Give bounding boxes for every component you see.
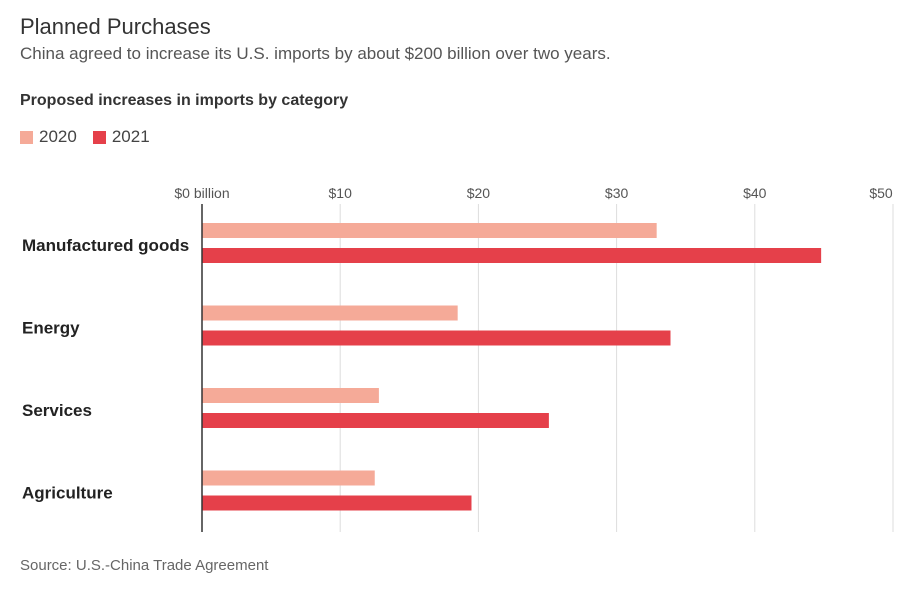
x-tick-label: $10 xyxy=(329,185,353,201)
bar xyxy=(202,248,822,263)
legend: 2020 2021 xyxy=(20,127,150,147)
bar xyxy=(202,470,375,486)
chart-subtitle: China agreed to increase its U.S. import… xyxy=(20,44,611,63)
x-tick-label: $50 xyxy=(869,185,893,201)
category-label: Manufactured goods xyxy=(22,236,189,255)
category-label: Energy xyxy=(22,319,80,338)
legend-swatch-2021 xyxy=(92,130,106,144)
source-note: Source: U.S.-China Trade Agreement xyxy=(20,557,269,574)
bar xyxy=(202,305,458,321)
bar xyxy=(202,388,379,403)
x-tick-label: $40 xyxy=(743,185,767,201)
category-label: Services xyxy=(22,401,92,420)
chart-title: Planned Purchases xyxy=(20,14,211,39)
chart-heading: Proposed increases in imports by categor… xyxy=(20,92,349,109)
legend-swatch-2020 xyxy=(20,130,33,144)
bar xyxy=(202,413,549,428)
legend-label-2021: 2021 xyxy=(111,127,150,146)
x-tick-label: $30 xyxy=(605,185,629,201)
bar xyxy=(202,330,671,346)
x-tick-label: $20 xyxy=(467,185,491,201)
bar xyxy=(202,495,472,511)
x-tick-label: $0 billion xyxy=(174,185,229,201)
legend-item-2020: 2020 xyxy=(20,127,77,147)
bar xyxy=(202,223,657,238)
category-label: Agriculture xyxy=(22,484,113,503)
legend-label-2020: 2020 xyxy=(39,127,77,146)
legend-item-2021: 2021 xyxy=(92,127,150,147)
